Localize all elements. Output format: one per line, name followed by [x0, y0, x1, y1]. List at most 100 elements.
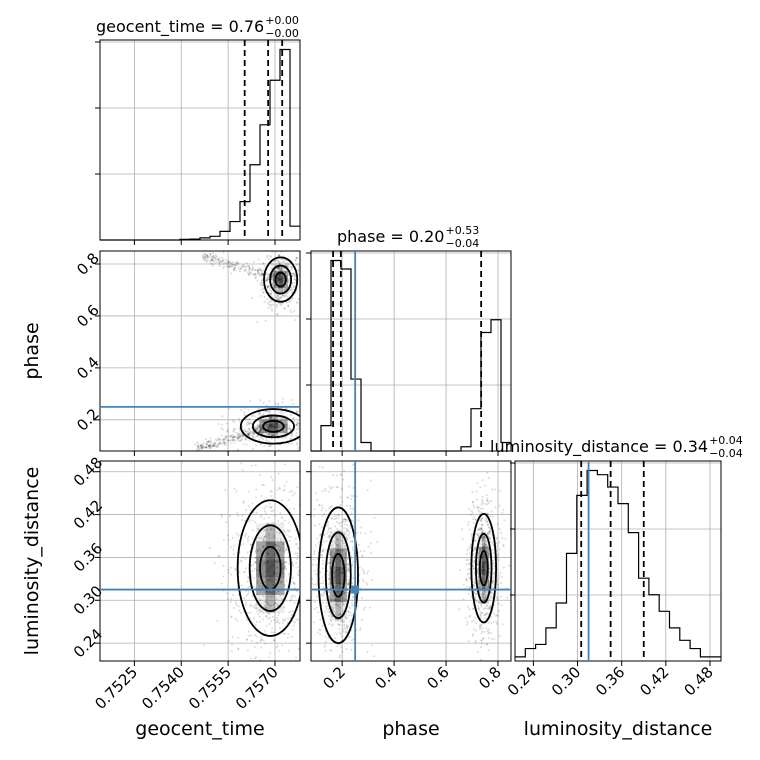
scatter-point	[313, 552, 316, 555]
scatter-point	[228, 265, 231, 268]
scatter-point	[256, 268, 259, 271]
scatter-point	[257, 576, 260, 579]
scatter-point	[284, 632, 287, 635]
scatter-point	[345, 575, 348, 578]
scatter-point	[239, 462, 242, 465]
scatter-point	[482, 637, 485, 640]
scatter-point	[485, 643, 488, 646]
scatter-point	[262, 540, 265, 543]
scatter-point	[287, 305, 290, 308]
scatter-point	[258, 430, 261, 433]
scatter-point	[261, 284, 264, 287]
scatter-point	[341, 520, 344, 523]
scatter-point	[346, 519, 349, 522]
scatter-point	[289, 428, 292, 431]
scatter-point	[237, 432, 240, 435]
scatter-point	[345, 527, 348, 530]
scatter-point	[486, 512, 489, 515]
scatter-point	[263, 604, 266, 607]
scatter-point	[281, 401, 284, 404]
scatter-point	[230, 566, 233, 569]
scatter-point	[260, 282, 263, 285]
scatter-point	[283, 619, 286, 622]
tick-label-x-luminosity_distance: 0.24	[504, 663, 540, 699]
scatter-point	[267, 284, 270, 287]
scatter-point	[308, 660, 310, 662]
scatter-point	[472, 560, 475, 563]
contour-level	[263, 256, 299, 303]
scatter-point	[340, 549, 343, 552]
scatter-point	[242, 411, 245, 414]
scatter-point	[327, 562, 330, 565]
scatter-point	[294, 319, 297, 322]
scatter-point	[299, 564, 300, 567]
scatter-point	[467, 568, 470, 571]
scatter-point	[267, 411, 270, 414]
scatter-point	[206, 441, 209, 444]
scatter-point	[342, 602, 345, 605]
scatter-point	[241, 556, 244, 559]
scatter-point	[462, 583, 465, 586]
scatter-point	[218, 263, 221, 266]
density-cell	[283, 270, 288, 277]
scatter-point	[264, 528, 267, 531]
scatter-point	[477, 568, 480, 571]
scatter-point	[486, 497, 489, 500]
scatter-point	[333, 518, 336, 521]
scatter-point	[251, 435, 254, 438]
scatter-point	[340, 487, 343, 490]
scatter-point	[462, 598, 465, 601]
scatter-point	[304, 615, 306, 617]
scatter-point	[219, 438, 222, 441]
scatter-point	[259, 269, 262, 272]
scatter-point	[274, 416, 277, 419]
scatter-point	[345, 570, 348, 573]
scatter-point	[318, 621, 320, 623]
scatter-point	[345, 587, 348, 590]
scatter-point	[271, 266, 274, 269]
scatter-point	[248, 433, 251, 436]
scatter-point	[262, 562, 265, 565]
scatter-point	[492, 559, 495, 562]
scatter-point	[262, 401, 265, 404]
scatter-point	[497, 602, 500, 605]
scatter-point	[350, 558, 353, 561]
scatter-point	[467, 592, 470, 595]
scatter-point	[285, 287, 288, 290]
scatter-point	[282, 430, 285, 433]
scatter-point	[220, 514, 223, 517]
scatter-point	[323, 512, 326, 515]
scatter-point	[246, 537, 249, 540]
scatter-point	[244, 567, 247, 570]
scatter-point	[247, 611, 250, 614]
scatter-point	[283, 307, 286, 310]
scatter-point	[284, 262, 287, 265]
scatter-point	[294, 443, 296, 445]
scatter-point	[214, 256, 217, 259]
scatter-point	[230, 272, 233, 275]
scatter-point	[266, 285, 269, 288]
scatter-point	[222, 267, 225, 270]
scatter-point	[475, 490, 478, 493]
scatter-point	[468, 567, 471, 570]
scatter-point	[265, 279, 268, 282]
scatter-point	[256, 581, 259, 584]
scatter-point	[286, 279, 289, 282]
scatter-point	[276, 279, 279, 282]
scatter-point	[312, 621, 315, 624]
scatter-point	[342, 478, 345, 481]
scatter-point	[465, 563, 468, 566]
scatter-point	[346, 567, 349, 570]
scatter-point	[228, 261, 231, 264]
scatter-point	[271, 281, 274, 284]
scatter-point	[286, 274, 289, 277]
scatter-point	[281, 437, 284, 440]
scatter-point	[322, 540, 325, 543]
scatter-point	[271, 274, 274, 277]
scatter-point	[329, 566, 332, 569]
scatter-point	[297, 298, 300, 301]
scatter-point	[327, 530, 330, 533]
scatter-point	[235, 604, 238, 607]
scatter-point	[272, 595, 275, 598]
scatter-point	[268, 273, 271, 276]
